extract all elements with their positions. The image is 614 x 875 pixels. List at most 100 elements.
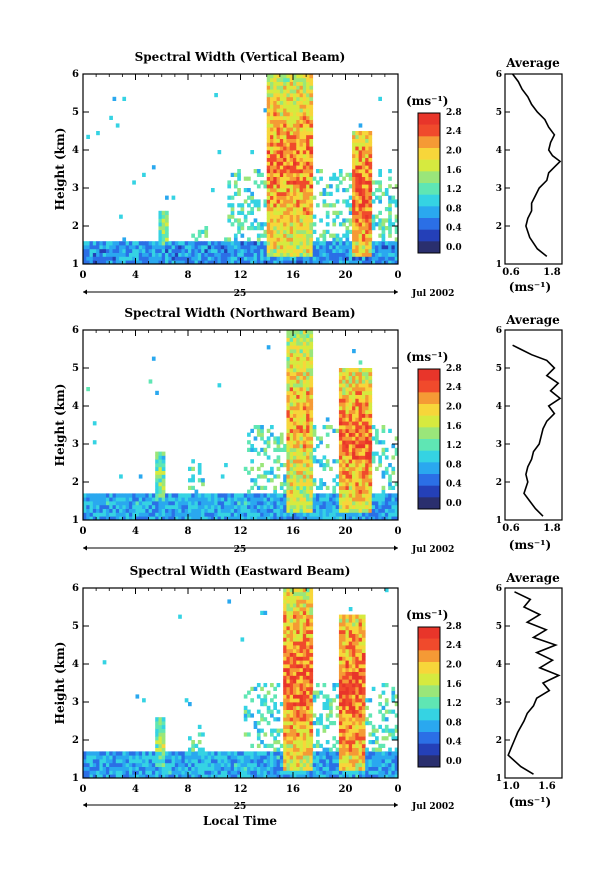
heatmap-cell xyxy=(293,508,297,513)
heatmap-cell xyxy=(309,679,314,684)
heatmap-cell xyxy=(368,497,373,502)
heatmap-cell xyxy=(299,493,304,498)
heatmap-cell xyxy=(224,241,228,246)
heatmap-cell xyxy=(135,762,140,767)
heatmap-cell xyxy=(342,717,346,722)
heatmap-cell xyxy=(122,766,127,771)
heatmap-cell xyxy=(352,740,356,745)
heatmap-cell xyxy=(293,229,297,234)
heatmap-cell xyxy=(207,512,212,517)
heatmap-cell xyxy=(352,645,356,650)
heatmap-cell xyxy=(283,755,287,760)
heatmap-cell xyxy=(293,504,297,509)
heatmap-cell xyxy=(299,368,304,373)
heatmap-cell xyxy=(247,493,251,498)
heatmap-cell xyxy=(125,508,130,513)
heatmap-cell xyxy=(273,717,277,722)
heatmap-cell xyxy=(178,755,182,760)
heatmap-cell xyxy=(214,493,218,498)
heatmap-cell xyxy=(122,248,127,253)
heatmap-cell xyxy=(263,683,268,688)
heatmap-cell xyxy=(309,195,314,200)
heatmap-cell xyxy=(309,153,314,158)
heatmap-cell xyxy=(365,409,369,414)
heatmap-cell xyxy=(302,504,307,509)
heatmap-cell xyxy=(286,478,291,483)
average-y-tick-label: 2 xyxy=(496,222,502,232)
heatmap-cell xyxy=(201,501,205,506)
heatmap-cell xyxy=(296,237,300,242)
heatmap-cell xyxy=(266,504,271,509)
heatmap-cell xyxy=(322,256,327,261)
heatmap-cell xyxy=(273,248,277,253)
heatmap-cell xyxy=(368,766,373,771)
heatmap-cell xyxy=(299,762,304,767)
heatmap-cell xyxy=(293,622,297,627)
heatmap-cell xyxy=(394,199,399,204)
heatmap-cell xyxy=(332,721,337,726)
heatmap-cell xyxy=(368,188,373,193)
heatmap-cell xyxy=(273,77,277,82)
heatmap-cell xyxy=(361,645,366,650)
heatmap-cell xyxy=(250,478,255,483)
heatmap-cell xyxy=(361,134,366,139)
heatmap-cell xyxy=(289,743,294,748)
heatmap-cell xyxy=(273,74,277,79)
heatmap-cell xyxy=(279,222,284,227)
heatmap-cell xyxy=(237,252,241,257)
heatmap-cell xyxy=(286,759,291,764)
heatmap-cell xyxy=(381,751,386,756)
heatmap-cell xyxy=(220,248,225,253)
heatmap-cell xyxy=(276,222,281,227)
heatmap-cell xyxy=(142,774,146,779)
heatmap-cell xyxy=(365,150,369,155)
heatmap-cell xyxy=(348,633,353,638)
heatmap-cell xyxy=(306,698,310,703)
heatmap-cell xyxy=(365,762,369,767)
heatmap-cell xyxy=(250,686,255,691)
heatmap-cell xyxy=(342,417,346,422)
heatmap-cell xyxy=(302,169,307,174)
heatmap-cell xyxy=(220,766,225,771)
heatmap-cell xyxy=(260,463,264,468)
heatmap-cell xyxy=(168,770,172,775)
heatmap-cell xyxy=(299,252,304,257)
heatmap-cell xyxy=(322,516,327,521)
heatmap-cell xyxy=(181,774,186,779)
heatmap-cell xyxy=(319,755,323,760)
heatmap-cell xyxy=(319,245,323,250)
heatmap-cell xyxy=(325,717,330,722)
heatmap-cell xyxy=(151,497,156,502)
heatmap-cell xyxy=(352,512,356,517)
heatmap-cell xyxy=(105,512,110,517)
heatmap-cell xyxy=(299,694,304,699)
heatmap-cell xyxy=(96,755,100,760)
heatmap-cell xyxy=(358,717,363,722)
heatmap-cell xyxy=(293,417,297,422)
heatmap-cell xyxy=(325,241,330,246)
heatmap-cell xyxy=(352,724,356,729)
heatmap-cell xyxy=(322,191,327,196)
heatmap-cell xyxy=(230,516,235,521)
heatmap-cell xyxy=(365,394,369,399)
heatmap-cell xyxy=(293,516,297,521)
heatmap-cell xyxy=(293,333,297,338)
heatmap-cell xyxy=(315,501,320,506)
heatmap-cell xyxy=(299,516,304,521)
heatmap-cell xyxy=(293,210,297,215)
heatmap-cell xyxy=(283,713,287,718)
heatmap-cell xyxy=(358,770,363,775)
heatmap-cell xyxy=(345,482,350,487)
heatmap-cell xyxy=(191,485,195,490)
heatmap-cell xyxy=(286,379,291,384)
heatmap-cell xyxy=(142,172,146,177)
heatmap-cell xyxy=(388,260,392,265)
colorbar-tick-label: 1.6 xyxy=(446,166,462,176)
heatmap-cell xyxy=(161,755,166,760)
heatmap-cell xyxy=(299,455,304,460)
heatmap-cell xyxy=(128,256,133,261)
heatmap-cell xyxy=(270,85,274,90)
heatmap-cell xyxy=(197,245,202,250)
heatmap-cell xyxy=(128,497,133,502)
heatmap-cell xyxy=(270,493,274,498)
